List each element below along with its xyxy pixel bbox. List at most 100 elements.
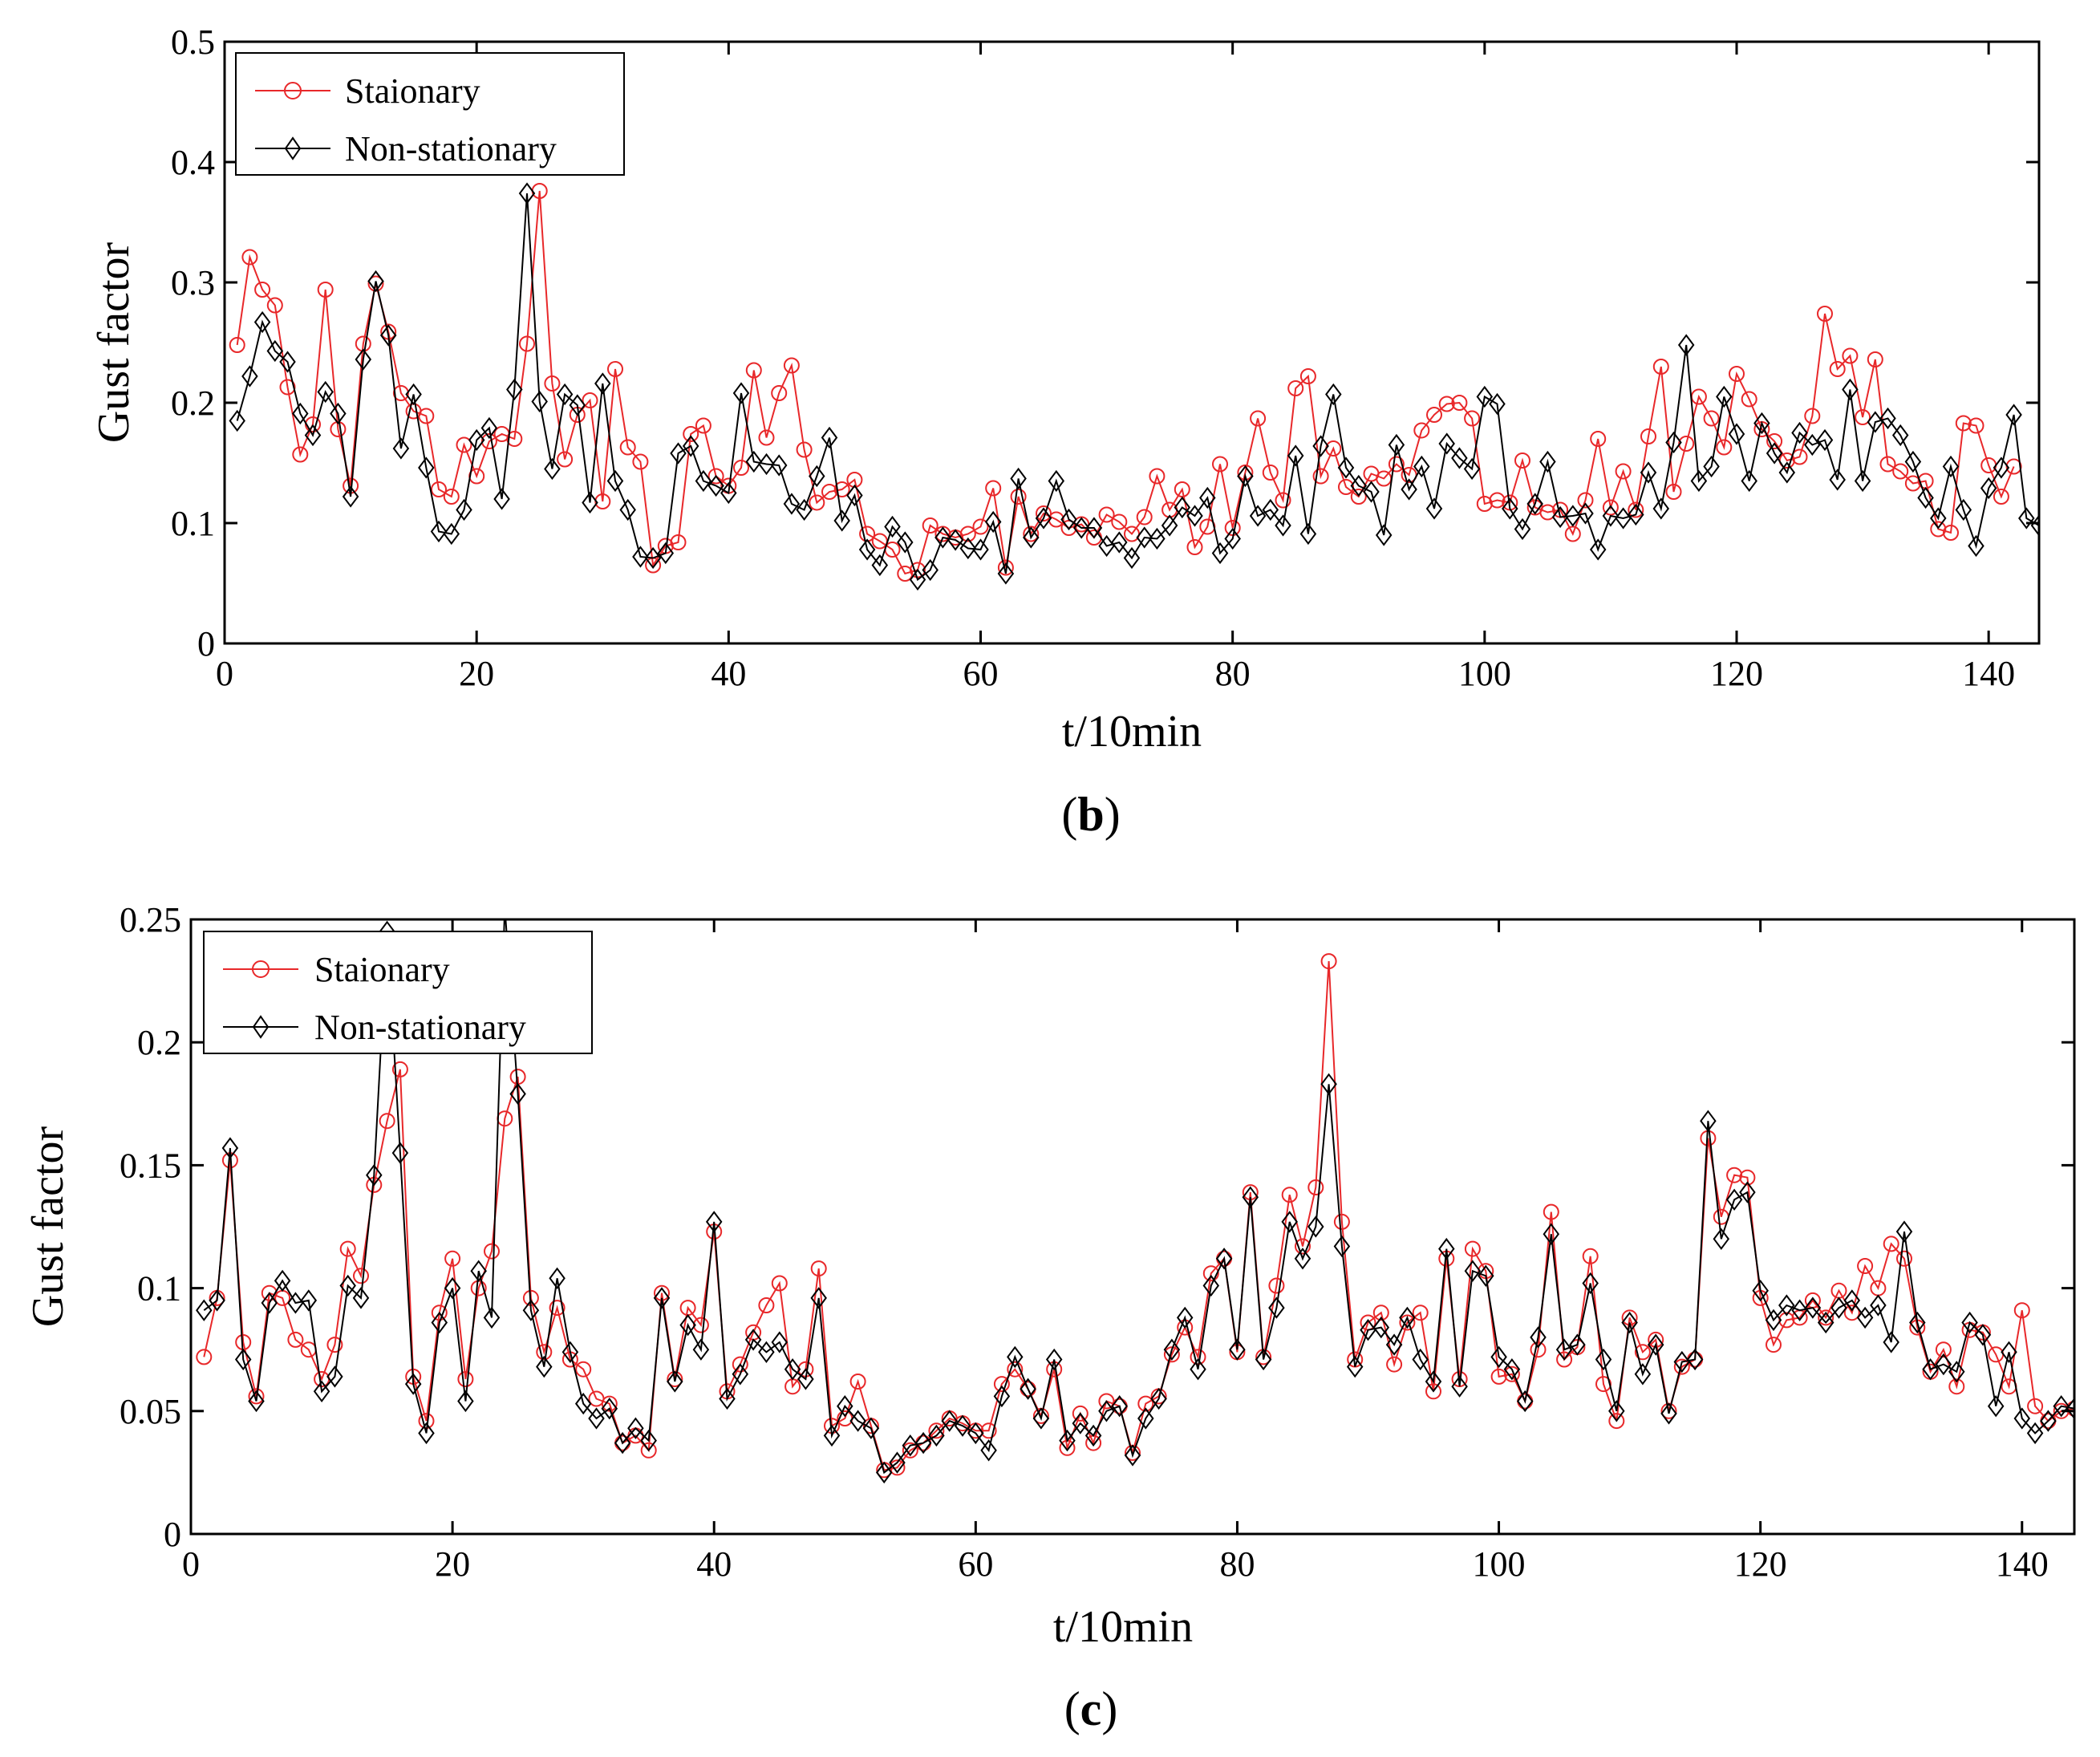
panel-c-point-nonstationary (1438, 1237, 1455, 1260)
panel-b-point-stationary (1590, 431, 1607, 447)
panel-c-point-nonstationary (457, 1390, 474, 1413)
panel-b-point-nonstationary (619, 498, 636, 521)
panel-c-point-nonstationary (2066, 1398, 2074, 1420)
panel-b-point-nonstationary (531, 390, 548, 413)
panel-b-point-nonstationary (594, 372, 611, 395)
panel-b-point-nonstationary (468, 428, 485, 452)
panel-b-point-nonstationary (1703, 455, 1720, 478)
panel-b-point-nonstationary (984, 510, 1002, 534)
panel-b-point-stationary (1615, 463, 1632, 480)
panel-c-point-nonstationary (1608, 1400, 1625, 1422)
panel-b-point-nonstationary (1060, 508, 1077, 531)
panel-b-point-nonstationary (1111, 531, 1128, 554)
panel-c-point-stationary (196, 1349, 213, 1365)
panel-b-point-nonstationary (1262, 498, 1279, 521)
panel-b-point-nonstationary (972, 538, 989, 561)
panel-b-x-tick-label: 60 (963, 654, 999, 693)
panel-c-point-nonstationary (1072, 1412, 1089, 1434)
panel-b-point-nonstationary (1237, 465, 1254, 488)
panel-b-y-tick-label: 0.1 (171, 504, 215, 543)
panel-b-point-nonstationary (745, 450, 763, 473)
panel-b-point-nonstationary (1425, 497, 1443, 520)
panel-b-point-nonstationary (1224, 527, 1241, 550)
panel-b-point-stationary (544, 375, 561, 392)
panel-c-point-nonstationary (561, 1341, 579, 1363)
panel-b-point-stationary (670, 534, 687, 550)
panel-c-point-nonstationary (261, 1292, 278, 1314)
panel-c-point-nonstationary (1385, 1333, 1403, 1356)
panel-c-point-nonstationary (522, 1299, 540, 1321)
panel-b-point-nonstationary (783, 493, 801, 515)
panel-c-legend-marker-nonstationary (252, 1015, 270, 1039)
panel-c-point-nonstationary (1647, 1333, 1664, 1356)
panel-c-point-stationary (1530, 1341, 1547, 1358)
panel-c-point-nonstationary (1307, 1215, 1324, 1238)
panel-c-point-nonstationary (1778, 1294, 1795, 1317)
panel-b-point-stationary (1729, 366, 1745, 382)
panel-c-point-nonstationary (692, 1338, 710, 1361)
panel-c-point-nonstationary (2026, 1422, 2044, 1445)
panel-c-point-nonstationary (2013, 1407, 2031, 1430)
panel-b-point-nonstationary (644, 546, 662, 570)
panel-b-point-stationary (1943, 525, 1959, 541)
panel-c-point-stationary (993, 1376, 1010, 1393)
panel-b-point-nonstationary (1035, 507, 1052, 530)
panel-c-point-nonstationary (1229, 1338, 1246, 1361)
panel-c-point-stationary (287, 1331, 304, 1348)
panel-c-x-tick-label: 120 (1734, 1544, 1787, 1584)
panel-c-point-nonstationary (744, 1329, 762, 1351)
panel-b-point-stationary (607, 361, 623, 377)
panel-c-point-nonstationary (418, 1422, 435, 1445)
panel-c-point-nonstationary (1176, 1306, 1194, 1329)
panel-b-y-tick-label: 0 (197, 624, 215, 663)
panel-c-point-stationary (484, 1243, 500, 1260)
panel-b-point-nonstationary (556, 383, 574, 406)
panel-c-point-nonstationary (1961, 1311, 1978, 1334)
panel-b-point-nonstationary (947, 529, 964, 551)
panel-b-point-nonstationary (922, 558, 939, 582)
panel-b-point-stationary (582, 392, 598, 408)
panel-c-point-nonstationary (209, 1289, 225, 1312)
panel-c-point-nonstationary (1111, 1395, 1128, 1418)
panel-c-point-nonstationary (1634, 1363, 1652, 1386)
panel-b-caption-letter: b (1077, 788, 1104, 841)
panel-b-legend-marker-nonstationary (284, 136, 302, 160)
panel-b-point-stationary (418, 408, 435, 424)
panel-c-point-nonstationary (1791, 1299, 1808, 1321)
panel-c-point-nonstationary (1137, 1407, 1154, 1430)
panel-b-point-stationary (683, 426, 699, 442)
panel-c-point-nonstationary (1922, 1358, 1939, 1381)
panel-c-point-stationary (1673, 1358, 1690, 1375)
panel-b-point-nonstationary (707, 474, 724, 497)
panel-c-point-nonstationary (404, 1373, 422, 1395)
panel-b-point-nonstationary (1640, 461, 1657, 484)
panel-c-x-tick-label: 80 (1219, 1544, 1255, 1584)
panel-b-point-nonstationary (253, 310, 271, 334)
panel-c-point-nonstationary (391, 1142, 409, 1164)
panel-b-point-nonstationary (1577, 502, 1594, 525)
panel-c-point-stationary (1412, 1305, 1429, 1321)
panel-c-point-nonstationary (1124, 1444, 1141, 1467)
panel-c-point-stationary (1896, 1250, 1912, 1267)
panel-b-point-nonstationary (1602, 505, 1620, 527)
panel-b-point-nonstationary (1476, 385, 1494, 408)
panel-b-point-stationary (1136, 509, 1153, 525)
panel-c-point-nonstationary (1150, 1387, 1167, 1410)
panel-b-point-stationary (1149, 468, 1166, 485)
panel-c-y-axis-label: Gust factor (23, 1126, 73, 1327)
panel-b-point-nonstationary (418, 456, 435, 479)
panel-b-point-nonstationary (1249, 505, 1267, 527)
panel-c-point-stationary (1202, 1265, 1219, 1282)
panel-c-point-stationary (2013, 1302, 2030, 1319)
panel-c-point-stationary (1072, 1405, 1089, 1422)
panel-c-point-nonstationary (627, 1417, 644, 1439)
panel-c-point-nonstationary (497, 898, 512, 917)
panel-c-point-nonstationary (1020, 1378, 1036, 1400)
panel-b-point-nonstationary (720, 481, 737, 505)
panel-c-point-stationary (326, 1337, 343, 1353)
panel-b-point-nonstationary (493, 488, 510, 510)
panel-b-point-stationary (1438, 396, 1455, 412)
panel-c-legend-label-nonstationary: Non-stationary (314, 1008, 526, 1047)
panel-b-point-stationary (1817, 306, 1833, 322)
panel-b-point-nonstationary (997, 562, 1015, 585)
